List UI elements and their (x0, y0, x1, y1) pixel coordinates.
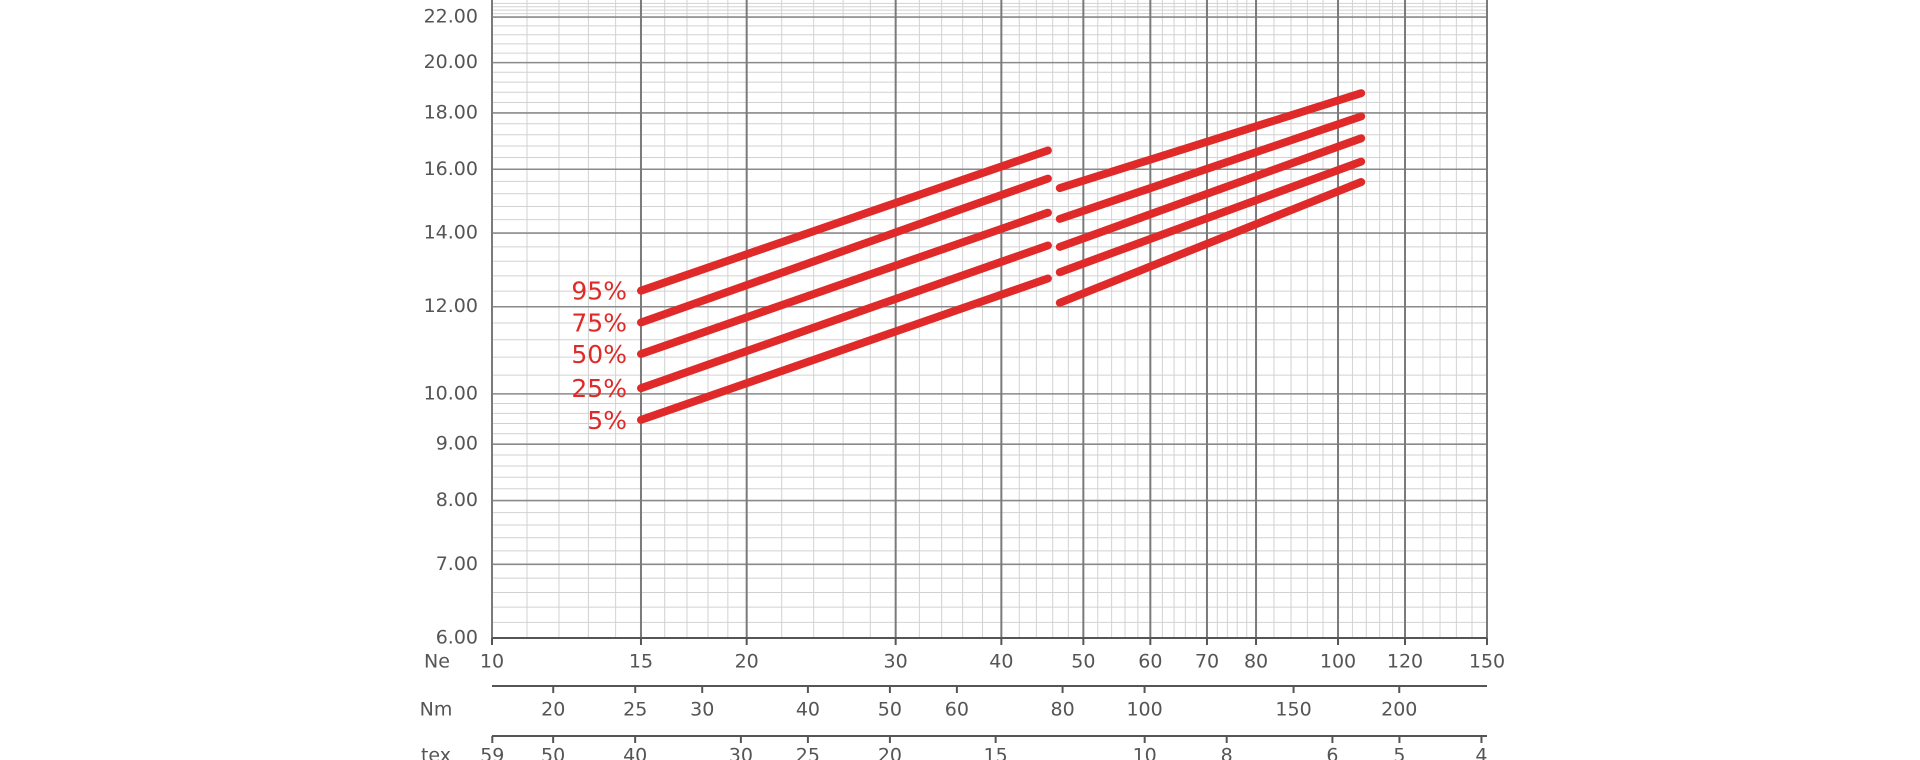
secondary-tick-label: 80 (1050, 699, 1074, 721)
x-tick-label: 20 (735, 651, 759, 673)
y-tick-label: 12.00 (424, 295, 478, 317)
secondary-tick-label: 150 (1275, 699, 1311, 721)
secondary-tick-label: 50 (541, 745, 565, 760)
secondary-axis-label: Nm (420, 699, 453, 721)
y-tick-label: 6.00 (436, 627, 478, 649)
y-tick-label: 18.00 (424, 101, 478, 123)
legend-label: 50% (571, 340, 627, 369)
secondary-tick-label: 100 (1126, 699, 1162, 721)
x-tick-label: 120 (1387, 651, 1423, 673)
legend-label: 75% (571, 309, 627, 338)
secondary-tick-label: 50 (878, 699, 902, 721)
y-tick-label: 8.00 (436, 489, 478, 511)
legend-label: 25% (571, 374, 627, 403)
data-line (637, 157, 1366, 393)
secondary-tick-label: 60 (945, 699, 969, 721)
secondary-tick-label: 200 (1381, 699, 1417, 721)
secondary-tick-label: 4 (1475, 745, 1487, 760)
data-line (637, 112, 1366, 327)
y-tick-label: 16.00 (424, 158, 478, 180)
secondary-tick-label: 15 (984, 745, 1008, 760)
secondary-tick-label: 40 (623, 745, 647, 760)
y-tick-label: 7.00 (436, 553, 478, 575)
secondary-tick-label: 40 (796, 699, 820, 721)
x-tick-label: 60 (1138, 651, 1162, 673)
x-tick-label: 10 (480, 651, 504, 673)
data-line (637, 178, 1366, 424)
x-tick-label: 30 (884, 651, 908, 673)
secondary-tick-label: 10 (1133, 745, 1157, 760)
data-line (637, 134, 1366, 358)
secondary-tick-label: 25 (623, 699, 647, 721)
y-tick-label: 9.00 (436, 433, 478, 455)
data-line (637, 89, 1366, 295)
y-tick-label: 20.00 (424, 51, 478, 73)
secondary-tick-label: 30 (729, 745, 753, 760)
secondary-tick-label: 5 (1393, 745, 1405, 760)
x-tick-label: 150 (1469, 651, 1505, 673)
secondary-tick-label: 8 (1221, 745, 1233, 760)
y-tick-label: 14.00 (424, 222, 478, 244)
x-tick-label: 70 (1195, 651, 1219, 673)
x-tick-label: 15 (629, 651, 653, 673)
secondary-tick-label: 25 (796, 745, 820, 760)
secondary-tick-label: 59 (480, 745, 504, 760)
x-tick-label: 100 (1320, 651, 1356, 673)
legend-label: 5% (587, 406, 627, 435)
secondary-tick-label: 20 (878, 745, 902, 760)
secondary-axis-label: tex (421, 745, 451, 760)
y-tick-label: 22.00 (424, 6, 478, 28)
secondary-tick-label: 30 (690, 699, 714, 721)
y-tick-label: 10.00 (424, 382, 478, 404)
x-axis-label: Ne (424, 651, 450, 673)
x-tick-label: 40 (989, 651, 1013, 673)
x-tick-label: 80 (1244, 651, 1268, 673)
secondary-tick-label: 20 (541, 699, 565, 721)
secondary-tick-label: 6 (1326, 745, 1338, 760)
legend-label: 95% (571, 277, 627, 306)
x-tick-label: 50 (1071, 651, 1095, 673)
